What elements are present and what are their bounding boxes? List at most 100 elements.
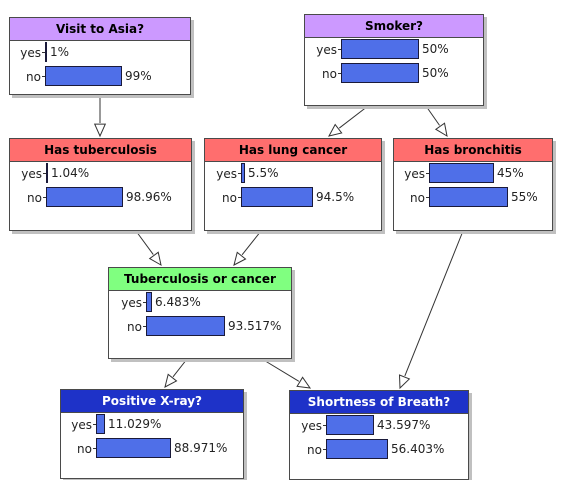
probability-bar (45, 42, 47, 62)
edge-bronchitis-to-dyspnea (398, 230, 464, 390)
state-row-yes: yes 43.597% (290, 414, 468, 438)
state-label: no (127, 320, 142, 334)
state-axis-tick (426, 173, 429, 174)
state-row-yes: yes 45% (394, 162, 552, 186)
node-title: Visit to Asia? (10, 18, 190, 41)
probability-value: 1.04% (51, 166, 90, 180)
probability-bar (46, 187, 123, 207)
probability-bar (241, 163, 245, 183)
probability-value: 5.5% (248, 166, 279, 180)
edge-line (241, 230, 262, 256)
probability-bar (46, 163, 48, 183)
probability-value: 50% (422, 66, 449, 80)
node-title: Shortness of Breath? (290, 391, 468, 414)
node-title: Has tuberculosis (10, 139, 191, 162)
state-axis-tick (42, 76, 45, 77)
probability-bar (45, 66, 122, 86)
state-label: no (222, 191, 237, 205)
state-row-yes: yes 11.029% (61, 413, 243, 437)
state-label: no (322, 67, 337, 81)
node-lung-cancer[interactable]: Has lung cancer yes 5.5% no 94.5% (204, 138, 382, 231)
edge-lung-cancer-to-tb-or-cancer (233, 230, 262, 266)
node-title: Smoker? (305, 15, 483, 38)
state-label: yes (216, 167, 237, 181)
state-row-no: no 93.517% (109, 315, 291, 339)
edge-tb-or-cancer-to-dyspnea (261, 358, 312, 389)
node-smoker[interactable]: Smoker? yes 50% no 50% (304, 14, 484, 106)
arrowhead-icon (398, 374, 411, 390)
state-label: yes (21, 167, 42, 181)
state-row-yes: yes 6.483% (109, 291, 291, 315)
arrowhead-icon (148, 251, 162, 266)
state-axis-tick (93, 424, 96, 425)
probability-value: 6.483% (155, 295, 201, 309)
state-label: yes (404, 167, 425, 181)
state-axis-tick (426, 197, 429, 198)
state-label: no (77, 442, 92, 456)
state-axis-tick (143, 326, 146, 327)
state-label: yes (316, 43, 337, 57)
state-axis-tick (323, 449, 326, 450)
probability-value: 45% (497, 166, 524, 180)
edge-line (172, 358, 188, 378)
probability-value: 50% (422, 42, 449, 56)
probability-value: 98.96% (126, 190, 172, 204)
probability-bar (146, 292, 152, 312)
probability-value: 94.5% (316, 190, 355, 204)
node-bronchitis[interactable]: Has bronchitis yes 45% no 55% (393, 138, 553, 231)
probability-bar (326, 415, 374, 435)
probability-bar (326, 439, 388, 459)
edge-smoker-to-bronchitis (425, 105, 448, 138)
state-row-no: no 94.5% (205, 186, 381, 210)
state-row-yes: yes 5.5% (205, 162, 381, 186)
state-axis-tick (43, 197, 46, 198)
probability-value: 93.517% (228, 319, 282, 333)
node-tb-or-cancer[interactable]: Tuberculosis or cancer yes 6.483% no 93.517% (108, 267, 292, 359)
probability-value: 43.597% (377, 418, 431, 432)
state-row-no: no 88.971% (61, 437, 243, 461)
node-dyspnea[interactable]: Shortness of Breath? yes 43.597% no 56.403% (289, 390, 469, 480)
node-xray[interactable]: Positive X-ray? yes 11.029% no 88.971% (60, 389, 244, 479)
probability-value: 56.403% (391, 442, 445, 456)
state-row-no: no 99% (10, 65, 190, 89)
state-axis-tick (323, 425, 326, 426)
probability-bar (341, 39, 419, 59)
state-row-yes: yes 1% (10, 41, 190, 65)
edge-asia-to-tuberculosis (93, 95, 107, 138)
state-label: no (27, 191, 42, 205)
edge-line (404, 230, 464, 377)
state-axis-tick (338, 73, 341, 74)
probability-value: 99% (125, 69, 152, 83)
state-label: yes (71, 418, 92, 432)
state-row-no: no 50% (305, 62, 483, 86)
probability-bar (146, 316, 225, 336)
state-row-no: no 56.403% (290, 438, 468, 462)
state-row-no: no 55% (394, 186, 552, 210)
state-axis-tick (338, 49, 341, 50)
state-label: no (307, 443, 322, 457)
edge-smoker-to-lung-cancer (328, 105, 369, 137)
state-axis-tick (238, 197, 241, 198)
state-label: no (410, 191, 425, 205)
state-label: yes (121, 296, 142, 310)
probability-value: 88.971% (174, 441, 228, 455)
node-tuberculosis[interactable]: Has tuberculosis yes 1.04% no 98.96% (9, 138, 192, 231)
edge-line (425, 105, 440, 126)
edge-line (338, 105, 369, 129)
probability-bar (241, 187, 313, 207)
node-asia[interactable]: Visit to Asia? yes 1% no 99% (9, 17, 191, 95)
arrowhead-icon (328, 123, 343, 137)
node-title: Positive X-ray? (61, 390, 243, 413)
edge-tuberculosis-to-tb-or-cancer (135, 230, 162, 266)
state-axis-tick (42, 52, 45, 53)
edge-line (135, 230, 154, 255)
arrowhead-icon (434, 122, 448, 138)
probability-value: 1% (50, 45, 70, 59)
probability-value: 55% (511, 190, 538, 204)
state-row-yes: yes 1.04% (10, 162, 191, 186)
probability-bar (429, 163, 494, 183)
node-title: Tuberculosis or cancer (109, 268, 291, 291)
state-row-yes: yes 50% (305, 38, 483, 62)
arrowhead-icon (164, 373, 178, 388)
